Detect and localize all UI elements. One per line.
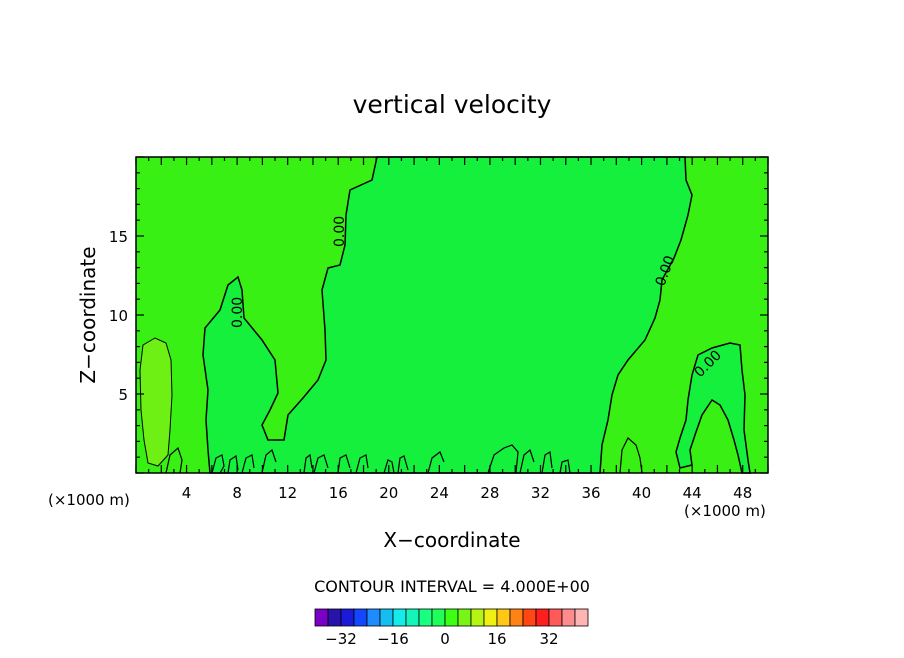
x-tick-label: 32	[531, 484, 550, 502]
z-units-label: (×1000 m)	[48, 491, 130, 509]
x-tick-label: 24	[430, 484, 449, 502]
y-tick-label: 15	[109, 228, 128, 246]
x-tick-label: 48	[733, 484, 752, 502]
colorbar	[314, 608, 589, 627]
colorbar-swatch	[470, 608, 485, 627]
x-axis-title: X−coordinate	[383, 528, 520, 552]
contour-label: 0.00	[332, 216, 348, 247]
colorbar-swatch	[509, 608, 524, 627]
near-zero-region	[202, 156, 693, 474]
contour-label: 0.00	[230, 297, 246, 328]
y-axis-title: Z−coordinate	[76, 246, 100, 383]
colorbar-tick-label: 0	[440, 630, 450, 648]
colorbar-swatch	[548, 608, 563, 627]
x-tick-label: 4	[182, 484, 192, 502]
colorbar-swatch	[340, 608, 355, 627]
surface-bumps	[165, 437, 643, 474]
y-tick-label: 5	[118, 386, 128, 404]
colorbar-swatch	[496, 608, 511, 627]
contour-interval: CONTOUR INTERVAL = 4.000E+00	[314, 577, 590, 596]
colorbar-swatch	[379, 608, 394, 627]
colorbar-swatch	[353, 608, 368, 627]
colorbar-swatch	[522, 608, 537, 627]
x-tick-label: 12	[278, 484, 297, 502]
x-tick-label: 40	[632, 484, 651, 502]
colorbar-swatch	[418, 608, 433, 627]
y-tick-label: 10	[109, 307, 128, 325]
colorbar-swatch	[431, 608, 446, 627]
colorbar-tick-label: −32	[325, 630, 357, 648]
x-tick-label: 16	[329, 484, 348, 502]
colorbar-tick-label: 32	[539, 630, 558, 648]
colorbar-swatch	[444, 608, 459, 627]
x-units-label: (×1000 m)	[684, 502, 766, 520]
colorbar-swatch	[535, 608, 550, 627]
x-tick-label: 20	[379, 484, 398, 502]
colorbar-swatch	[327, 608, 342, 627]
x-tick-label: 36	[581, 484, 600, 502]
colorbar-tick-label: −16	[377, 630, 409, 648]
left-positive-max	[139, 337, 173, 467]
colorbar-ticks: −32 −16 0 16 32	[325, 630, 558, 648]
chart-title: vertical velocity	[353, 90, 552, 119]
x-tick-label: 44	[683, 484, 702, 502]
colorbar-swatch	[314, 608, 329, 627]
colorbar-swatch	[457, 608, 472, 627]
colorbar-swatch	[574, 608, 589, 627]
colorbar-tick-label: 16	[487, 630, 506, 648]
right-contour	[675, 342, 751, 474]
colorbar-swatch	[483, 608, 498, 627]
colorbar-swatch	[561, 608, 576, 627]
colorbar-swatch	[405, 608, 420, 627]
x-tick-label: 8	[232, 484, 242, 502]
colorbar-swatch	[392, 608, 407, 627]
x-tick-label: 28	[480, 484, 499, 502]
y-axis-ticks: 5 10 15	[109, 156, 768, 474]
x-axis-ticks: 4 8 12 16 20 24 28 32 36 40 44 48	[135, 157, 769, 502]
colorbar-swatch	[366, 608, 381, 627]
